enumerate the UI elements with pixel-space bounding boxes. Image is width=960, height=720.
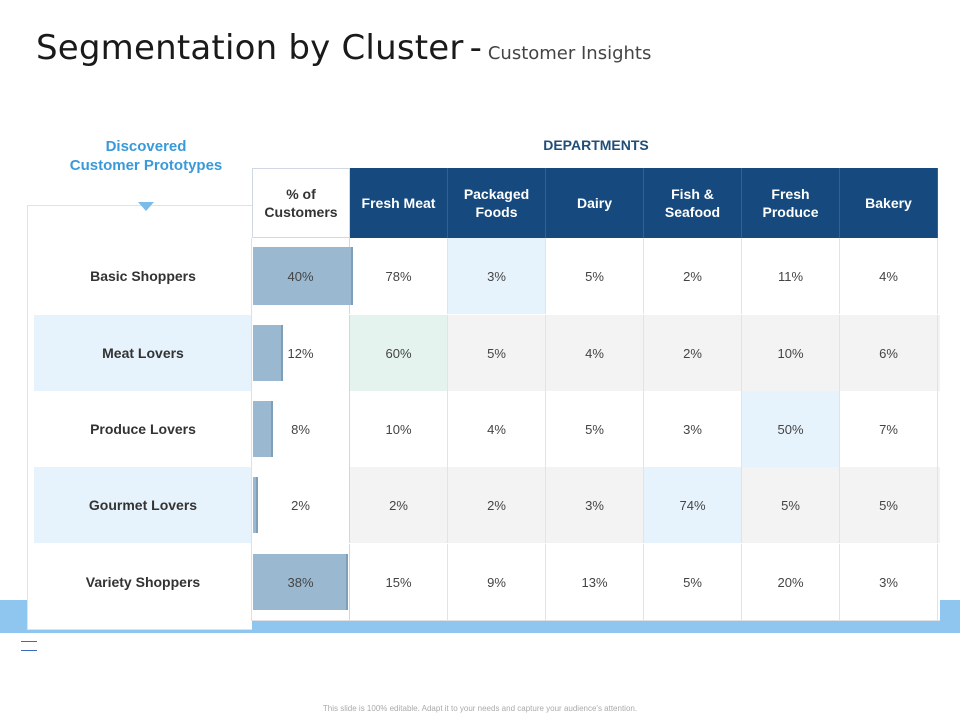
column-header-line: Fresh: [771, 186, 810, 202]
column-header-line: Fresh Meat: [361, 195, 436, 211]
table-cell: 10%: [742, 315, 840, 391]
column-header-line: Seafood: [664, 204, 721, 220]
row-label: Variety Shoppers: [85, 574, 201, 590]
pct-bar: [253, 554, 348, 610]
table-cell: 78%: [350, 238, 448, 314]
table-cell: 11%: [742, 238, 840, 314]
table-cell: 15%: [350, 544, 448, 620]
down-arrow-icon: [138, 202, 154, 211]
title-separator: -: [469, 28, 482, 68]
row-label: Meat Lovers: [34, 315, 252, 391]
prototypes-panel: [27, 205, 252, 630]
table-cell: 5%: [840, 467, 938, 543]
pct-customers-cell: 38%: [252, 544, 350, 620]
column-header-line: Customers: [264, 204, 338, 220]
pct-value: 38%: [287, 574, 314, 590]
title-main: Segmentation by Cluster: [36, 28, 464, 68]
pct-bar: [253, 325, 283, 381]
table-row: [252, 467, 940, 543]
table-cell: 3%: [448, 238, 546, 314]
column-header-pct-customers: % of Customers: [252, 168, 350, 238]
pct-bar: [253, 477, 258, 533]
table-cell: 6%: [840, 315, 938, 391]
table-cell: 74%: [644, 467, 742, 543]
row-label: Basic Shoppers: [90, 268, 196, 284]
column-header-department: Fresh Meat: [350, 168, 448, 238]
column-header-line: % of: [286, 186, 316, 202]
column-header-department: Bakery: [840, 168, 938, 238]
table-cell: 7%: [840, 391, 938, 467]
table-cell: 2%: [644, 238, 742, 314]
pct-value: 8%: [291, 421, 310, 437]
table-cell: 5%: [448, 315, 546, 391]
column-header-line: Fish &: [671, 186, 714, 202]
column-header-department: Fresh Produce: [742, 168, 840, 238]
table-cell: 3%: [644, 391, 742, 467]
table-cell: 4%: [448, 391, 546, 467]
column-header-department: Dairy: [546, 168, 644, 238]
table-cell: 20%: [742, 544, 840, 620]
column-header-line: Produce: [762, 204, 819, 220]
pct-customers-cell: 2%: [252, 467, 350, 543]
table-cell: 4%: [546, 315, 644, 391]
column-header-department: Fish & Seafood: [644, 168, 742, 238]
pct-value: 40%: [287, 268, 314, 284]
prototypes-header: Discovered Customer Prototypes: [40, 137, 252, 175]
pct-bar: [253, 401, 273, 457]
pct-value: 12%: [287, 345, 314, 361]
departments-header: DEPARTMENTS: [543, 137, 649, 153]
table-cell: 3%: [546, 467, 644, 543]
pct-customers-cell: 8%: [252, 391, 350, 467]
table-cell: 13%: [546, 544, 644, 620]
column-header-line: Dairy: [576, 195, 613, 211]
pct-customers-cell: 40%: [252, 238, 353, 314]
table-cell: 2%: [448, 467, 546, 543]
column-header-line: Bakery: [865, 195, 912, 211]
column-header-line: Packaged: [463, 186, 530, 202]
table-cell: 50%: [742, 391, 840, 467]
table-cell: 5%: [644, 544, 742, 620]
menu-lines-icon: [21, 641, 37, 651]
table-cell: 5%: [742, 467, 840, 543]
table-cell: 9%: [448, 544, 546, 620]
column-header-department: Packaged Foods: [448, 168, 546, 238]
table-cell: 5%: [546, 391, 644, 467]
table-cell: 2%: [350, 467, 448, 543]
table-cell: 5%: [546, 238, 644, 314]
row-label: Gourmet Lovers: [34, 467, 252, 543]
title-subtitle: Customer Insights: [487, 43, 652, 64]
prototypes-header-line2: Customer Prototypes: [69, 157, 223, 174]
table-cell: 4%: [840, 238, 938, 314]
pct-value: 2%: [291, 497, 310, 513]
table-cell: 10%: [350, 391, 448, 467]
prototypes-header-line1: Discovered: [105, 138, 187, 155]
footer-note: This slide is 100% editable. Adapt it to…: [322, 704, 638, 713]
column-header-line: Foods: [475, 204, 518, 220]
pct-bar: [253, 247, 353, 305]
row-label: Produce Lovers: [90, 421, 196, 437]
table-cell: 2%: [644, 315, 742, 391]
table-cell: 3%: [840, 544, 938, 620]
pct-customers-cell: 12%: [252, 315, 350, 391]
table-cell: 60%: [350, 315, 448, 391]
page-title: Segmentation by Cluster - Customer Insight…: [36, 28, 651, 68]
